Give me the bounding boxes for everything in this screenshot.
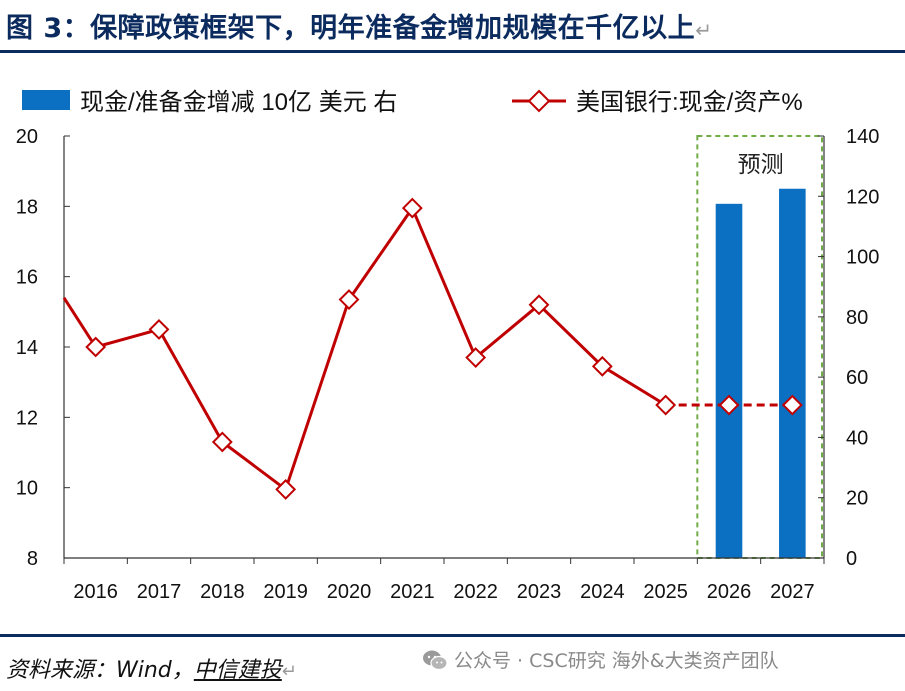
bar-line-chart: 预测 8 10 12 14 16 18 20 0 20 40 60 80 100 120 140 2016 201…: [16, 89, 880, 603]
x-tick-label: 2021: [390, 581, 435, 603]
x-tick-label: 2025: [643, 581, 688, 603]
watermark-text: 公众号 · CSC研究 海外&大类资产团队: [454, 650, 779, 672]
y-left-tick-label: 14: [16, 337, 38, 359]
wechat-icon: [423, 650, 448, 670]
x-tick-label: 2024: [580, 581, 625, 603]
source-return-mark-icon: ↵: [281, 661, 297, 682]
x-tick-label: 2023: [517, 581, 562, 603]
y-right-tick-label: 0: [846, 548, 857, 570]
line-point-2026: [718, 394, 740, 416]
bar-2026: [715, 203, 743, 559]
legend-bar-label: 现金/准备金增减 10亿 美元 右: [80, 89, 397, 116]
y-right-tick-label: 20: [846, 488, 868, 510]
legend-line-label: 美国银行:现金/资产%: [576, 89, 803, 116]
figure-title: 图 3：保障政策框架下，明年准备金增加规模在千亿以上↵: [6, 6, 712, 45]
y-right-tick-label: 100: [846, 247, 879, 269]
forecast-region-box: [696, 135, 823, 559]
line-point-2022: [465, 347, 487, 368]
x-tick-label: 2026: [707, 581, 752, 603]
x-tick-label: 2017: [137, 581, 182, 603]
line-point-2017: [148, 319, 170, 340]
line-series-actual: [62, 204, 667, 492]
legend-bar-swatch: [22, 90, 70, 110]
title-rule: [0, 50, 905, 53]
x-tick-label: 2016: [73, 581, 118, 603]
y-left-tick-label: 12: [16, 407, 38, 429]
line-point-2024: [591, 355, 613, 377]
y-left-tick-label: 20: [16, 126, 38, 148]
x-tick-label: 2027: [770, 581, 815, 603]
y-left-tick-label: 18: [16, 196, 38, 218]
line-point-2019: [275, 479, 297, 500]
x-tick-label: 2020: [327, 581, 372, 603]
forecast-label: 预测: [738, 151, 784, 177]
y-right-tick-label: 140: [846, 126, 879, 148]
y-left-tick-label: 16: [16, 267, 38, 289]
line-point-2018: [211, 431, 233, 453]
y-left-tick-label: 8: [27, 548, 38, 570]
y-left-tick-label: 10: [16, 478, 38, 500]
figure-title-text: 图 3：保障政策框架下，明年准备金增加规模在千亿以上: [6, 13, 696, 44]
y-right-tick-label: 60: [846, 367, 868, 389]
y-right-tick-label: 40: [846, 427, 868, 449]
x-tick-label: 2018: [200, 581, 245, 603]
line-point-2025: [655, 394, 677, 416]
source-label: 资料来源：Wind，: [6, 658, 194, 683]
legend-line-marker: [527, 89, 551, 113]
x-tick-label: 2022: [453, 581, 498, 603]
return-mark-icon: ↵: [695, 18, 713, 42]
bar-2027: [779, 188, 806, 558]
line-point-2023: [528, 294, 550, 316]
source-brand: 中信建投: [193, 658, 282, 683]
line-point-2020: [338, 289, 360, 310]
source-note: 资料来源：Wind，中信建投↵: [6, 652, 297, 684]
line-point-2016: [85, 336, 107, 358]
source-rule: [0, 634, 905, 637]
watermark: 公众号 · CSC研究 海外&大类资产团队: [422, 646, 779, 673]
y-right-tick-label: 80: [846, 307, 868, 329]
y-right-tick-label: 120: [846, 186, 879, 208]
x-tick-label: 2019: [263, 581, 308, 603]
line-point-2021: [401, 197, 423, 219]
line-point-2027: [781, 394, 803, 416]
